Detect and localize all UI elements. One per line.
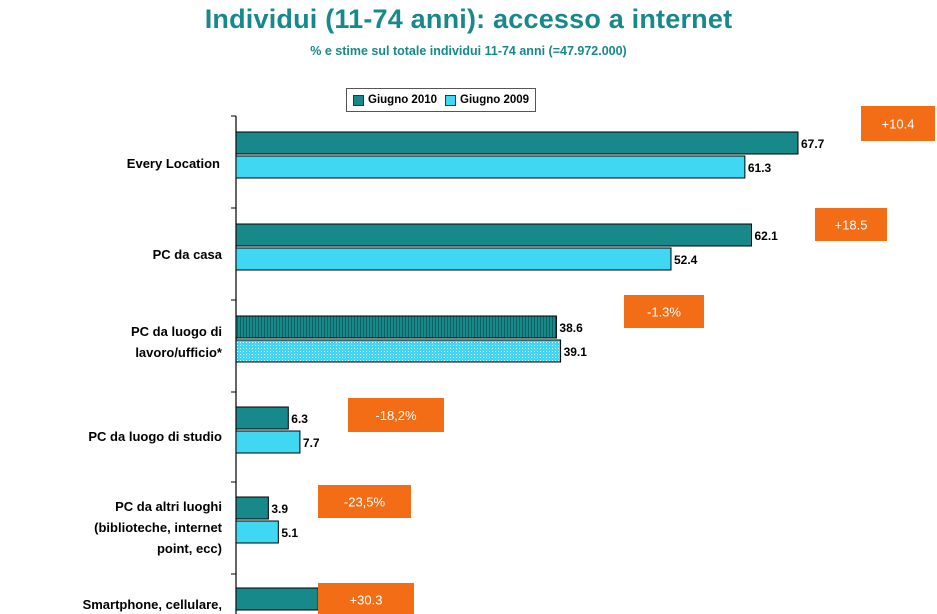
bar-2010-5: [235, 587, 319, 611]
category-label-2: PC da luogo di lavoro/ufficio*: [131, 324, 223, 360]
legend-swatch-2010: [353, 94, 364, 106]
value-label-2009-2: 39.1: [564, 345, 588, 359]
change-label-3: -18,2%: [375, 408, 417, 423]
bar-2009-3: [235, 430, 301, 454]
change-label-5: +30.3: [350, 593, 383, 608]
bar-2010-0: [235, 131, 799, 155]
chart-legend: Giugno 2010 Giugno 2009: [346, 88, 537, 112]
change-label-0: +10.4: [882, 117, 915, 132]
change-label-2: -1.3%: [647, 305, 681, 320]
bar-2010-3: [235, 406, 289, 430]
bar-2009-2: [235, 339, 562, 363]
category-label-3: PC da luogo di studio: [88, 429, 222, 444]
value-label-2010-4: 3.9: [271, 502, 288, 516]
legend-swatch-2009: [445, 94, 457, 106]
change-box-4: [318, 485, 411, 518]
bar-2010-1: [235, 223, 753, 247]
change-box-5: [318, 583, 414, 614]
chart-subtitle: % e stime sul totale individui 11-74 ann…: [310, 44, 627, 58]
legend-item-2010: Giugno 2010: [353, 94, 437, 106]
value-label-2010-3: 6.3: [291, 412, 308, 426]
value-label-2010-1: 62.1: [755, 229, 779, 243]
value-label-2009-3: 7.7: [303, 436, 320, 450]
legend-item-2009: Giugno 2009: [445, 94, 529, 106]
change-box-2: [624, 295, 704, 328]
change-label-1: +18.5: [835, 218, 868, 233]
change-box-1: [815, 208, 887, 241]
change-box-0: [861, 106, 935, 141]
value-label-2010-2: 38.6: [559, 321, 583, 335]
category-label-5: Smartphone, cellulare,: [83, 597, 222, 612]
bar-2009-4: [235, 520, 279, 544]
bar-2009-0: [235, 155, 746, 179]
category-label-4: PC da altri luoghi (biblioteche, internet…: [94, 499, 223, 556]
category-label-0: Every Location: [127, 156, 220, 171]
legend-label-2009: Giugno 2009: [460, 94, 530, 106]
legend-label-2010: Giugno 2010: [368, 94, 438, 106]
change-box-3: [348, 398, 444, 432]
bar-2010-4: [235, 496, 269, 520]
value-label-2009-4: 5.1: [281, 526, 298, 540]
category-label-1: PC da casa: [153, 247, 223, 262]
value-label-2009-0: 61.3: [748, 161, 772, 175]
chart-title: Individui (11-74 anni): accesso a intern…: [204, 4, 733, 34]
value-label-2010-0: 67.7: [801, 137, 825, 151]
bar-2009-1: [235, 247, 672, 271]
change-label-4: -23,5%: [344, 495, 386, 510]
value-label-2009-1: 52.4: [674, 253, 698, 267]
bar-2010-2: [235, 315, 557, 339]
